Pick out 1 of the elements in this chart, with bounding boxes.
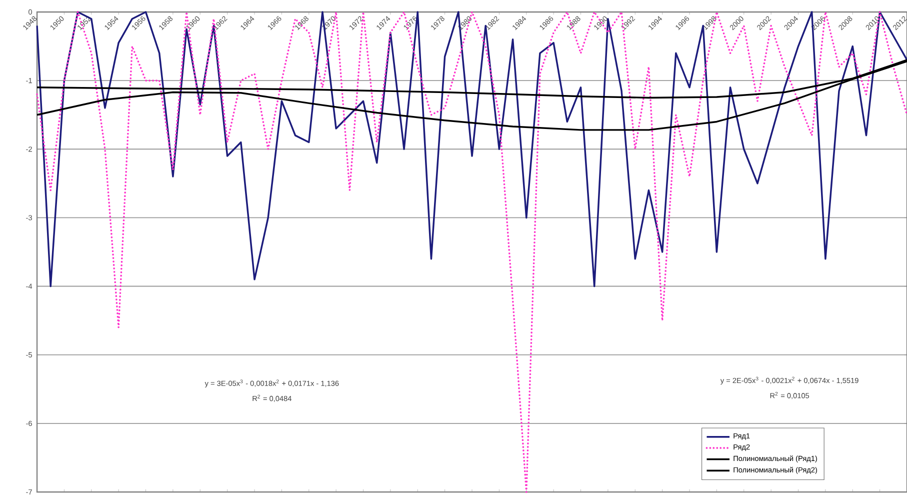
line-series — [36, 11, 907, 493]
